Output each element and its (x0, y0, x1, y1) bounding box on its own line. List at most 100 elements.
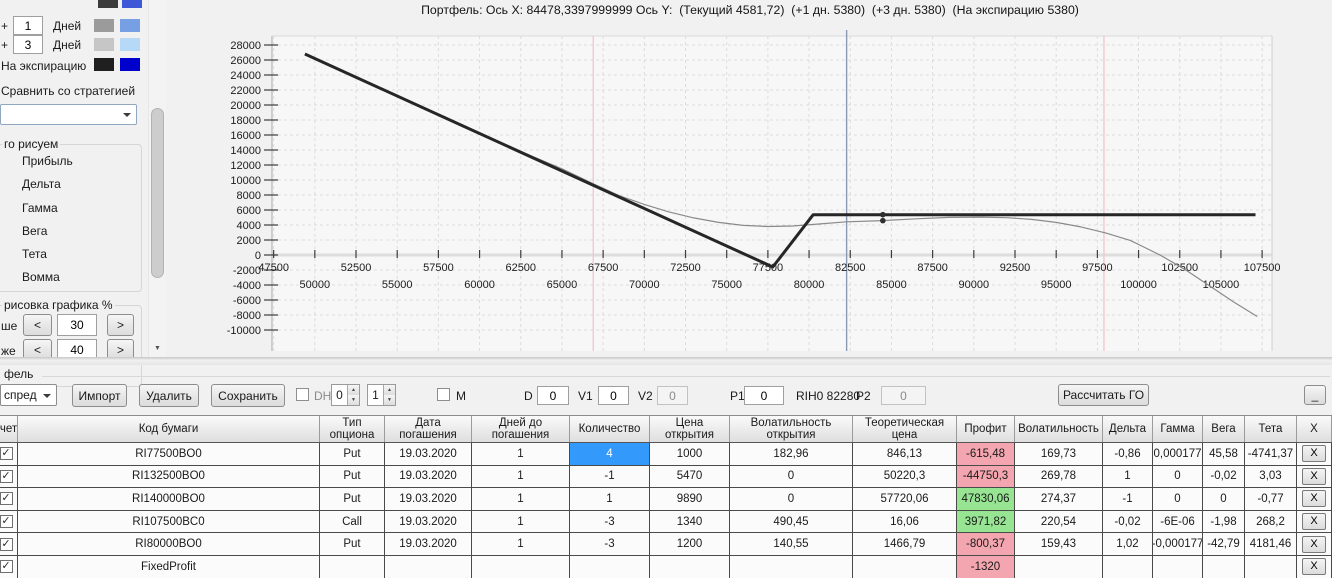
cell-date[interactable]: 19.03.2020 (385, 465, 472, 488)
cell-vol[interactable]: 274,37 (1015, 488, 1103, 510)
cell-type[interactable]: Put (320, 465, 385, 488)
above-decrease-button[interactable]: < (23, 314, 52, 336)
cell-open_price[interactable]: 5470 (650, 465, 730, 488)
column-header-theor[interactable]: Теоретическая цена (853, 416, 957, 442)
cell-vol[interactable]: 169,73 (1015, 443, 1103, 465)
cell-days[interactable]: 1 (472, 510, 570, 533)
draw-option-4[interactable]: Вега (22, 223, 48, 238)
cell-qty[interactable]: -1 (570, 465, 650, 488)
cell-vol[interactable]: 220,54 (1015, 510, 1103, 533)
spinner-down-icon[interactable]: ▼ (347, 395, 359, 405)
cell-theta[interactable]: 4181,46 (1245, 533, 1297, 555)
cell-date[interactable]: 19.03.2020 (385, 533, 472, 555)
cell-delta[interactable]: -1 (1103, 488, 1153, 510)
cell-days[interactable]: 1 (472, 465, 570, 488)
cell-date[interactable]: 19.03.2020 (385, 510, 472, 533)
column-header-code[interactable]: Код бумаги (18, 416, 320, 442)
cell-delta[interactable]: 1 (1103, 465, 1153, 488)
draw-option-1[interactable]: Прибыль (22, 154, 73, 168)
cell-qty[interactable]: 4 (570, 443, 650, 465)
column-header-vega[interactable]: Вега (1203, 416, 1245, 442)
scrollbar-thumb[interactable] (151, 108, 164, 278)
column-header-check[interactable]: чет (0, 416, 18, 442)
cell-days[interactable]: 1 (472, 533, 570, 555)
cell-vega[interactable]: 45,58 (1203, 443, 1245, 465)
cell-vega[interactable]: -1,98 (1203, 510, 1245, 533)
dh-spinner-1[interactable]: 0 ▲ ▼ (331, 384, 360, 406)
cell-theor[interactable] (853, 555, 957, 578)
p2-input[interactable] (881, 386, 926, 405)
draw-option-5[interactable]: Тета (22, 247, 47, 262)
delete-button[interactable]: Удалить (139, 384, 199, 407)
delete-row-button[interactable]: X (1302, 535, 1326, 553)
scrollbar-down-arrow-icon[interactable]: ▼ (154, 345, 161, 352)
cell-qty[interactable]: -3 (570, 533, 650, 555)
column-header-open_price[interactable]: Цена открытия (650, 416, 730, 442)
cell-date[interactable] (385, 555, 472, 578)
column-header-gamma[interactable]: Гамма (1153, 416, 1203, 442)
spinner-down-icon[interactable]: ▼ (383, 395, 395, 405)
cell-vega[interactable]: -0,02 (1203, 465, 1245, 488)
cell-open_vol[interactable]: 0 (730, 465, 853, 488)
cell-gamma[interactable]: -0,000177 (1153, 533, 1203, 555)
cell-theta[interactable]: 268,2 (1245, 510, 1297, 533)
minimize-panel-button[interactable]: _ (1304, 385, 1326, 405)
row-enabled-checkbox[interactable]: ✓ (0, 492, 13, 506)
spinner-up-icon[interactable]: ▲ (383, 385, 395, 395)
cell-type[interactable]: Call (320, 510, 385, 533)
cell-qty[interactable] (570, 555, 650, 578)
draw-option-3[interactable]: Гамма (22, 200, 58, 215)
row-enabled-checkbox[interactable]: ✓ (0, 469, 13, 483)
column-header-delta[interactable]: Дельта (1103, 416, 1153, 442)
portfolio-combobox[interactable]: спред (0, 384, 57, 406)
cell-vol[interactable]: 269,78 (1015, 465, 1103, 488)
cell-type[interactable]: Put (320, 488, 385, 510)
cell-type[interactable]: Put (320, 533, 385, 555)
row-enabled-checkbox[interactable]: ✓ (0, 560, 13, 574)
cell-profit[interactable]: -44750,3 (957, 465, 1015, 488)
row-enabled-checkbox[interactable]: ✓ (0, 447, 13, 461)
cell-vega[interactable]: -42,79 (1203, 533, 1245, 555)
spinner-up-icon[interactable]: ▲ (347, 385, 359, 395)
column-header-profit[interactable]: Профит (957, 416, 1015, 442)
column-header-theta[interactable]: Тета (1245, 416, 1297, 442)
cell-theta[interactable]: 3,03 (1245, 465, 1297, 488)
splitter[interactable] (0, 357, 1332, 365)
cell-open_price[interactable] (650, 555, 730, 578)
cell-date[interactable]: 19.03.2020 (385, 443, 472, 465)
cell-open_price[interactable]: 1340 (650, 510, 730, 533)
cell-date[interactable]: 19.03.2020 (385, 488, 472, 510)
delete-row-button[interactable]: X (1302, 558, 1326, 576)
cell-open_vol[interactable]: 182,96 (730, 443, 853, 465)
cell-open_vol[interactable]: 140,55 (730, 533, 853, 555)
row-enabled-checkbox[interactable]: ✓ (0, 537, 13, 551)
cell-theor[interactable]: 50220,3 (853, 465, 957, 488)
cell-profit[interactable]: -1320 (957, 555, 1015, 578)
cell-gamma[interactable]: 0 (1153, 488, 1203, 510)
cell-theor[interactable]: 846,13 (853, 443, 957, 465)
cell-theor[interactable]: 57720,06 (853, 488, 957, 510)
cell-profit[interactable]: -800,37 (957, 533, 1015, 555)
column-header-date[interactable]: Дата погашения (385, 416, 472, 442)
cell-theta[interactable] (1245, 555, 1297, 578)
cell-code[interactable]: RI77500BO0 (18, 443, 320, 465)
cell-theta[interactable]: -4741,37 (1245, 443, 1297, 465)
cell-days[interactable] (472, 555, 570, 578)
cell-delta[interactable]: -0,02 (1103, 510, 1153, 533)
cell-qty[interactable]: 1 (570, 488, 650, 510)
cell-qty[interactable]: -3 (570, 510, 650, 533)
cell-profit[interactable]: 47830,06 (957, 488, 1015, 510)
dh-checkbox[interactable] (296, 388, 309, 401)
cell-delta[interactable] (1103, 555, 1153, 578)
cell-theor[interactable]: 16,06 (853, 510, 957, 533)
plot-area[interactable] (272, 36, 1272, 351)
delete-row-button[interactable]: X (1302, 490, 1326, 508)
cell-code[interactable]: RI140000BO0 (18, 488, 320, 510)
cell-days[interactable]: 1 (472, 488, 570, 510)
column-header-qty[interactable]: Количество (570, 416, 650, 442)
cell-open_price[interactable]: 1000 (650, 443, 730, 465)
import-button[interactable]: Импорт (72, 384, 127, 407)
cell-gamma[interactable]: 0,000177 (1153, 443, 1203, 465)
cell-vega[interactable] (1203, 555, 1245, 578)
days-3-input[interactable] (13, 35, 43, 54)
